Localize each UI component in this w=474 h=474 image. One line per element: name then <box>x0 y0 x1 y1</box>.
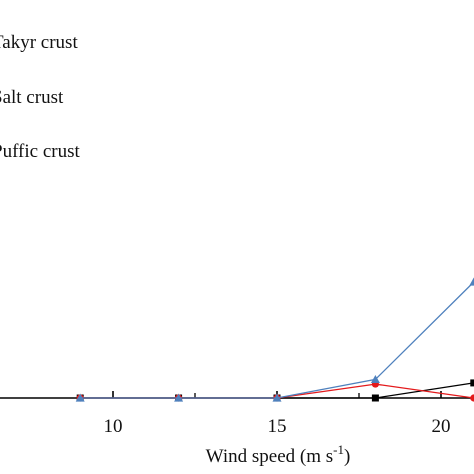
legend-label-salt-crust: Salt crust <box>0 87 64 108</box>
plot-area <box>75 277 474 402</box>
point-takyr-crust-18 <box>371 394 379 402</box>
point-puffic-crust-12 <box>174 393 184 402</box>
point-salt-crust-21 <box>470 394 474 402</box>
x-axis-title: Wind speed (m s-1) <box>206 442 351 467</box>
x-tick-label-15: 15 <box>268 416 287 437</box>
series-puffic-crust <box>75 277 474 402</box>
x-tick-label-10: 10 <box>104 416 123 437</box>
series-line-puffic-crust <box>80 281 474 399</box>
point-puffic-crust-15 <box>272 393 282 402</box>
point-puffic-crust-18 <box>370 374 380 384</box>
point-puffic-crust-21 <box>469 277 474 286</box>
legend: Takyr crust Salt crust Puffic crust <box>0 32 80 162</box>
x-axis: 10 15 20 Wind speed (m s-1) <box>0 391 474 467</box>
point-puffic-crust-9 <box>75 393 85 402</box>
x-tick-label-20: 20 <box>432 416 451 437</box>
x-ticks: 10 15 20 <box>104 391 451 437</box>
legend-label-puffic-crust: Puffic crust <box>0 141 80 162</box>
point-takyr-crust-21 <box>470 379 474 387</box>
legend-label-takyr-crust: Takyr crust <box>0 32 78 53</box>
